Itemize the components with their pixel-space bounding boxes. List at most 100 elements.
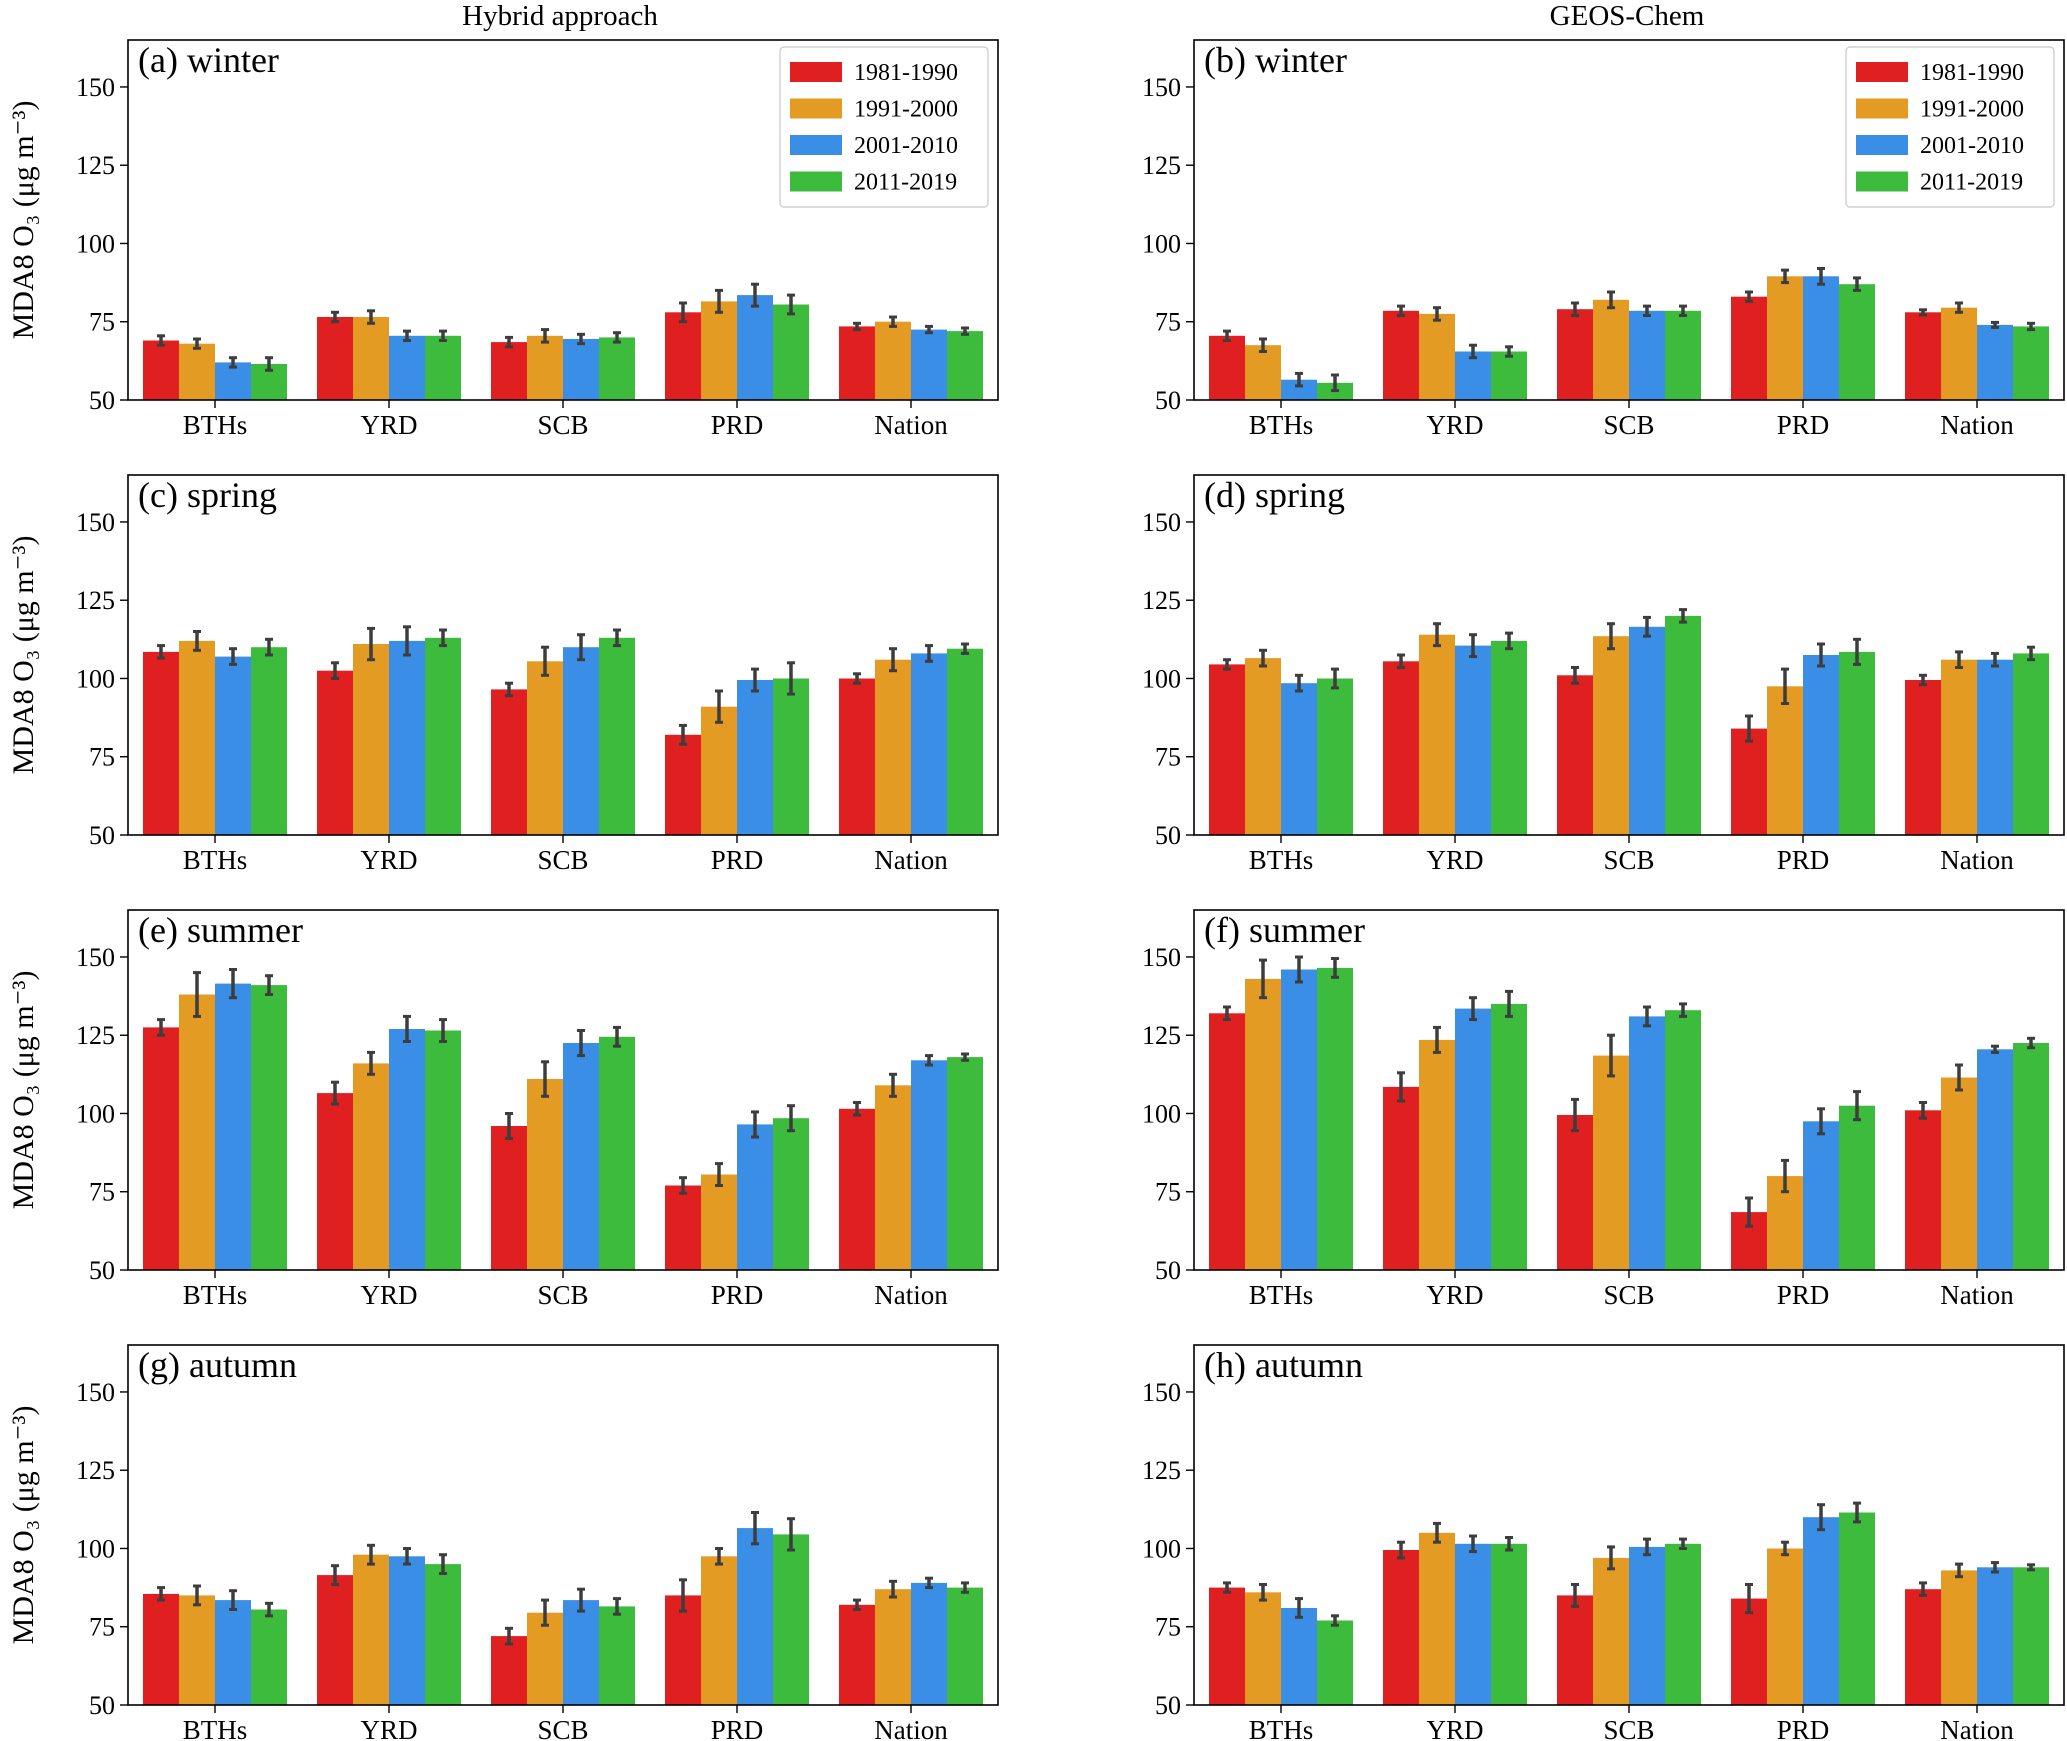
bar (1977, 659, 2013, 835)
bar (251, 985, 287, 1270)
bar (1491, 1003, 1527, 1270)
bar (353, 317, 389, 400)
bar (563, 647, 599, 835)
bar (1491, 1543, 1527, 1705)
bar (1803, 1517, 1839, 1705)
legend-box (1845, 46, 2055, 208)
bar (1665, 1010, 1701, 1270)
bar (1731, 728, 1767, 835)
bar (737, 1124, 773, 1270)
bar (1383, 1550, 1419, 1705)
bar (1839, 651, 1875, 835)
bar (737, 295, 773, 400)
bar (353, 1554, 389, 1705)
x-tick-label: PRD (1777, 1715, 1830, 1741)
bar (317, 317, 353, 400)
bar (1905, 312, 1941, 400)
bar (1281, 683, 1317, 835)
bar (1557, 1115, 1593, 1270)
bar (1629, 626, 1665, 835)
bar (215, 362, 251, 400)
y-tick-label: 50 (89, 821, 115, 850)
y-tick-label: 50 (89, 1256, 115, 1285)
chart-panel: 50 75 100 125 150 BTHs YRD SCB PRD Nation (e) summ… (7, 909, 999, 1310)
legend-swatch (790, 98, 842, 119)
x-tick-label: Nation (874, 1715, 948, 1741)
bar (701, 1174, 737, 1270)
bar (1557, 1595, 1593, 1705)
bar (527, 1612, 563, 1705)
bar (1281, 379, 1317, 400)
bar (1419, 634, 1455, 835)
y-tick-label: 75 (1155, 308, 1181, 337)
bar (1941, 307, 1977, 400)
x-tick-label: BTHs (183, 1715, 248, 1741)
legend-swatch (1856, 98, 1908, 119)
bar (2013, 653, 2049, 835)
bar (215, 1600, 251, 1705)
bar (563, 339, 599, 400)
y-tick-label: 75 (89, 1613, 115, 1642)
bar (2013, 1043, 2049, 1270)
y-tick-label: 125 (76, 586, 115, 615)
panel-title: (g) autumn (138, 1345, 297, 1385)
bar (389, 640, 425, 835)
y-tick-label: 125 (1142, 1021, 1181, 1050)
bar (1317, 1620, 1353, 1705)
bar (1557, 309, 1593, 400)
y-tick-label: 50 (1155, 821, 1181, 850)
chart-panel: 50 75 100 125 150 BTHs YRD SCB PRD Nation (b) wint… (1142, 39, 2065, 440)
bar (1383, 310, 1419, 400)
x-tick-label: Nation (874, 1280, 948, 1310)
legend-label: 1981-1990 (854, 60, 958, 86)
bar (599, 1606, 635, 1705)
legend-label: 1991-2000 (1920, 97, 2024, 123)
bar (1629, 1016, 1665, 1270)
bar (947, 1587, 983, 1705)
bar (1557, 675, 1593, 835)
y-tick-label: 100 (76, 229, 115, 258)
bar (425, 335, 461, 400)
x-tick-label: BTHs (1249, 845, 1314, 875)
bar (599, 337, 635, 400)
bar (1905, 1110, 1941, 1270)
bar (1209, 664, 1245, 835)
bar (491, 689, 527, 835)
bar (665, 312, 701, 400)
legend-label: 2001-2010 (1920, 133, 2024, 159)
x-tick-label: Nation (1940, 845, 2014, 875)
y-tick-label: 100 (76, 664, 115, 693)
bar (527, 661, 563, 835)
bar (737, 680, 773, 835)
bar (599, 637, 635, 835)
legend-swatch (1856, 171, 1908, 192)
panels: 50 75 100 125 150 BTHs YRD SCB PRD Nation (a) wint… (7, 39, 2065, 1741)
panel-title: (e) summer (138, 910, 303, 950)
y-tick-label: 125 (1142, 1456, 1181, 1485)
bar (875, 659, 911, 835)
bar (875, 1589, 911, 1705)
bar (353, 644, 389, 835)
panel-title: (b) winter (1204, 40, 1347, 80)
bar (701, 1556, 737, 1705)
bar (215, 656, 251, 835)
legend-swatch (790, 62, 842, 82)
bar (839, 1108, 875, 1270)
legend-label: 1981-1990 (1920, 60, 2024, 86)
x-tick-label: PRD (711, 1280, 764, 1310)
legend: 1981-1990 1991-2000 2001-2010 2011-2019 (779, 46, 989, 208)
bar (1419, 1039, 1455, 1270)
x-tick-label: SCB (1603, 410, 1654, 440)
bar (1665, 615, 1701, 835)
x-tick-label: Nation (874, 410, 948, 440)
bar (389, 335, 425, 400)
y-tick-label: 100 (76, 1534, 115, 1563)
x-tick-label: Nation (1940, 410, 2014, 440)
bar (1317, 967, 1353, 1270)
bar (839, 678, 875, 835)
x-tick-label: YRD (1426, 845, 1483, 875)
y-tick-label: 150 (76, 508, 115, 537)
bar (527, 1079, 563, 1270)
y-tick-label: 125 (1142, 151, 1181, 180)
x-tick-label: BTHs (183, 845, 248, 875)
